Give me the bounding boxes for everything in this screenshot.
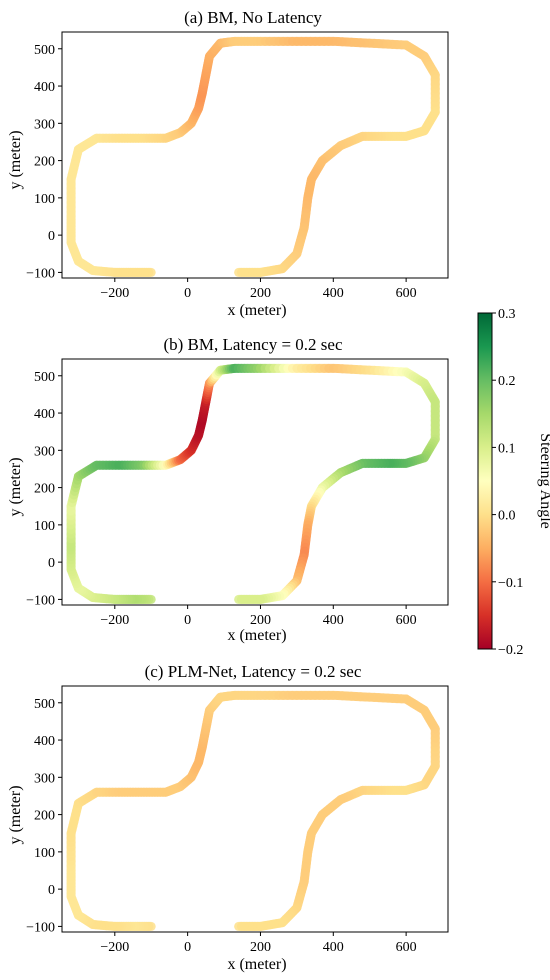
y-tick-label: 200 bbox=[34, 155, 55, 170]
x-axis-label: x (meter) bbox=[227, 302, 286, 319]
colorbar-ticks: 0.3 0.2 0.1 0.0 −0.1 −0.2 bbox=[492, 307, 523, 658]
axes-frame bbox=[61, 31, 449, 279]
x-tick-label: 0 bbox=[184, 940, 191, 955]
x-tick-label: 200 bbox=[250, 940, 271, 955]
x-tick-label: 600 bbox=[396, 286, 417, 301]
x-tick-label: 600 bbox=[396, 940, 417, 955]
y-tick-label: 200 bbox=[34, 482, 55, 497]
y-tick-label: −100 bbox=[26, 593, 55, 608]
x-tick-label: 600 bbox=[396, 613, 417, 628]
y-tick-label: 300 bbox=[34, 117, 55, 132]
y-tick-label: 100 bbox=[34, 192, 55, 207]
panel-c: (c) PLM-Net, Latency = 0.2 sec x (meter)… bbox=[7, 662, 449, 973]
x-axis-label: x (meter) bbox=[227, 627, 286, 644]
y-tick-label: 400 bbox=[34, 734, 55, 749]
colorbar-tick-label: −0.1 bbox=[498, 576, 523, 591]
plot-area: −200 0 200 400 600 −100 0 100 200 300 400 500 bbox=[26, 358, 449, 628]
y-tick-label: 500 bbox=[34, 43, 55, 58]
y-tick-label: 200 bbox=[34, 809, 55, 824]
panel-title: (a) BM, No Latency bbox=[184, 8, 322, 27]
axes-frame bbox=[61, 685, 449, 933]
y-tick-label: −100 bbox=[26, 920, 55, 935]
y-tick-label: 500 bbox=[34, 697, 55, 712]
x-tick-label: 200 bbox=[250, 286, 271, 301]
plot-area: −200 0 200 400 600 −100 0 100 200 300 400 500 bbox=[26, 31, 449, 301]
colorbar-bar bbox=[477, 312, 493, 650]
y-tick-label: 0 bbox=[48, 883, 55, 898]
panel-title: (b) BM, Latency = 0.2 sec bbox=[163, 335, 343, 354]
colorbar-label: Steering Angle bbox=[537, 433, 550, 529]
x-tick-label: 400 bbox=[323, 613, 344, 628]
panel-b: (b) BM, Latency = 0.2 sec x (meter) y (m… bbox=[7, 335, 449, 644]
y-tick-label: 500 bbox=[34, 370, 55, 385]
x-tick-label: −200 bbox=[100, 940, 129, 955]
y-tick-label: 300 bbox=[34, 771, 55, 786]
y-axis-label: y (meter) bbox=[7, 457, 24, 516]
colorbar-tick-label: 0.2 bbox=[498, 374, 516, 389]
colorbar-tick-label: 0.3 bbox=[498, 307, 516, 322]
y-tick-label: 0 bbox=[48, 229, 55, 244]
axes-frame bbox=[61, 358, 449, 606]
y-tick-label: 400 bbox=[34, 407, 55, 422]
track bbox=[66, 363, 440, 604]
x-tick-label: 0 bbox=[184, 613, 191, 628]
x-tick-label: 400 bbox=[323, 940, 344, 955]
y-tick-label: 100 bbox=[34, 846, 55, 861]
track bbox=[66, 36, 440, 277]
x-tick-label: −200 bbox=[100, 286, 129, 301]
plot-area: −200 0 200 400 600 −100 0 100 200 300 400 500 bbox=[26, 685, 449, 955]
colorbar: 0.3 0.2 0.1 0.0 −0.1 −0.2 Steering Angle bbox=[477, 307, 550, 658]
panel-title: (c) PLM-Net, Latency = 0.2 sec bbox=[145, 662, 362, 681]
x-tick-label: 0 bbox=[184, 286, 191, 301]
x-tick-label: 400 bbox=[323, 286, 344, 301]
track bbox=[66, 690, 440, 931]
y-tick-label: 0 bbox=[48, 556, 55, 571]
colorbar-tick-label: 0.1 bbox=[498, 441, 516, 456]
y-tick-label: 400 bbox=[34, 80, 55, 95]
y-tick-label: 100 bbox=[34, 519, 55, 534]
x-axis-label: x (meter) bbox=[227, 956, 286, 973]
y-tick-label: 300 bbox=[34, 444, 55, 459]
x-tick-label: −200 bbox=[100, 613, 129, 628]
panel-a: (a) BM, No Latency x (meter) y (meter) −… bbox=[7, 8, 449, 319]
y-tick-label: −100 bbox=[26, 266, 55, 281]
y-axis-label: y (meter) bbox=[7, 130, 24, 189]
x-tick-label: 200 bbox=[250, 613, 271, 628]
colorbar-tick-label: 0.0 bbox=[498, 509, 516, 524]
y-axis-label: y (meter) bbox=[7, 785, 24, 844]
colorbar-tick-label: −0.2 bbox=[498, 643, 523, 658]
